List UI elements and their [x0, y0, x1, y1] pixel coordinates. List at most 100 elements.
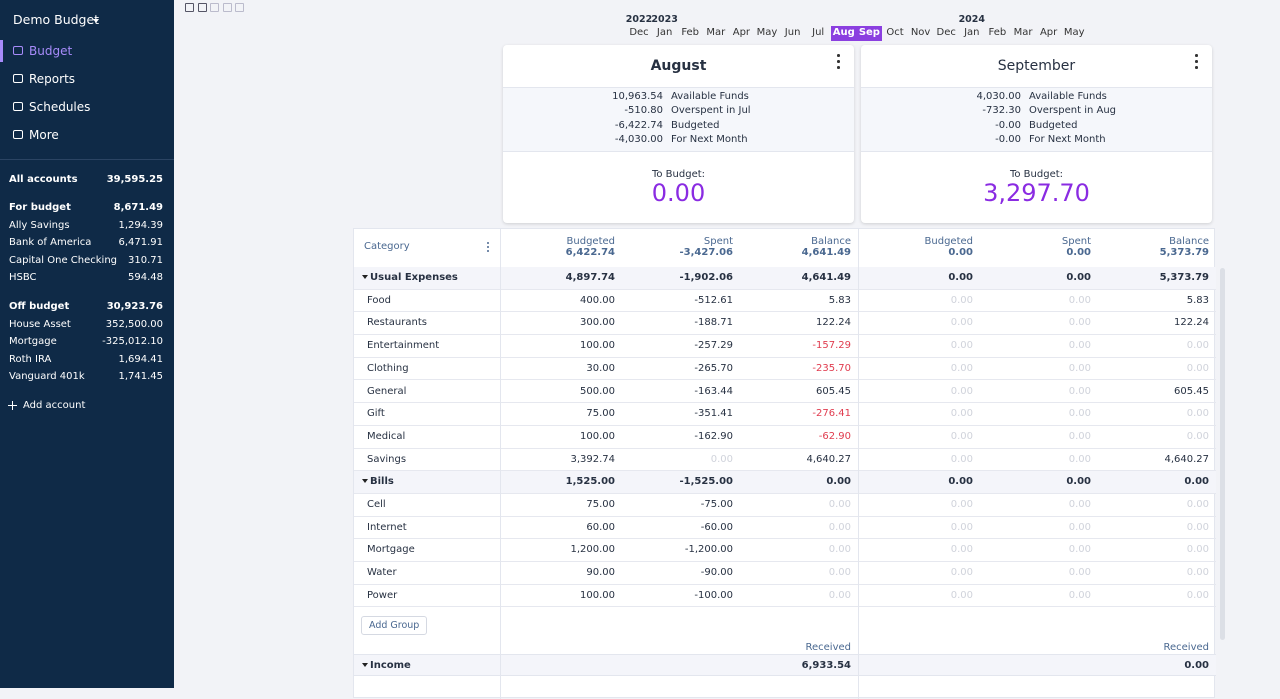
- group-row[interactable]: Bills 1,525.00 -1,525.00 0.00 0.00 0.00 0.00: [354, 471, 1216, 494]
- cell-value[interactable]: 0.00: [950, 340, 973, 352]
- cell-value[interactable]: 4,640.27: [1164, 453, 1209, 465]
- cell-value[interactable]: 0.00: [1068, 521, 1091, 533]
- account-amount[interactable]: 310.71: [128, 254, 163, 266]
- account-amount[interactable]: 1,294.39: [118, 219, 163, 231]
- menu-dot[interactable]: [487, 250, 489, 252]
- cell-value[interactable]: 0.00: [1186, 362, 1209, 374]
- cell-value[interactable]: 122.24: [816, 317, 851, 329]
- month[interactable]: May: [1063, 27, 1085, 38]
- cell-value[interactable]: 100.00: [580, 340, 615, 352]
- month[interactable]: Jan: [656, 27, 673, 38]
- menu-dot[interactable]: [837, 54, 840, 57]
- cell-value[interactable]: -257.29: [694, 340, 733, 352]
- cell-value[interactable]: 30.00: [586, 362, 615, 374]
- category-row[interactable]: Savings 3,392.74 0.00 4,640.27 0.00 0.00 4,640…: [354, 449, 1216, 472]
- account-amount[interactable]: 39,595.25: [106, 174, 163, 185]
- category-row[interactable]: Cell 75.00 -75.00 0.00 0.00 0.00 0.00: [354, 494, 1216, 517]
- cell-value[interactable]: 0.00: [828, 544, 851, 556]
- group-row[interactable]: Usual Expenses 4,897.74 -1,902.06 4,641.49 0…: [354, 267, 1216, 290]
- cell-value[interactable]: 0.00: [950, 521, 973, 533]
- add-group-button[interactable]: Add Group: [361, 615, 428, 635]
- account-name[interactable]: Off budget: [9, 301, 70, 312]
- category-row[interactable]: General 500.00 -163.44 605.45 0.00 0.00 605.45: [354, 381, 1216, 404]
- category-row[interactable]: Gift 75.00 -351.41 -276.41 0.00 0.00 0.00: [354, 403, 1216, 426]
- cell-value[interactable]: 0.00: [1186, 544, 1209, 556]
- cell-value[interactable]: 0.00: [1068, 430, 1091, 442]
- account-name[interactable]: Roth IRA: [9, 353, 52, 365]
- cell-value[interactable]: 0.00: [1186, 340, 1209, 352]
- cell-value[interactable]: 300.00: [580, 317, 615, 329]
- month[interactable]: Dec: [629, 27, 649, 38]
- cell-value[interactable]: 90.00: [586, 567, 615, 579]
- cell-value[interactable]: 0.00: [1186, 499, 1209, 510]
- menu-dot[interactable]: [1195, 66, 1198, 69]
- cell-value[interactable]: 0.00: [1068, 294, 1091, 306]
- account-name[interactable]: All accounts: [9, 174, 78, 185]
- cell-value[interactable]: 75.00: [586, 408, 615, 420]
- account-amount[interactable]: 352,500.00: [105, 318, 163, 330]
- cell-value[interactable]: 0.00: [950, 294, 973, 306]
- month[interactable]: Apr: [1039, 27, 1058, 38]
- cell-value[interactable]: 0.00: [1068, 544, 1091, 556]
- cell-value[interactable]: -276.41: [812, 408, 851, 420]
- month[interactable]: Aug: [832, 27, 855, 38]
- account-amount[interactable]: 1,741.45: [118, 371, 163, 382]
- cell-value[interactable]: 0.00: [1068, 453, 1091, 465]
- account-amount[interactable]: 594.48: [128, 272, 163, 283]
- account-name[interactable]: House Asset: [9, 318, 71, 330]
- view-icon[interactable]: [235, 3, 244, 12]
- month[interactable]: Feb: [988, 27, 1007, 38]
- account-amount[interactable]: 1,694.41: [118, 353, 163, 365]
- account-amount[interactable]: 8,671.49: [113, 202, 163, 213]
- category-row[interactable]: Entertainment 100.00 -257.29 -157.29 0.00 0.0…: [354, 335, 1216, 358]
- cell-value[interactable]: 0.00: [1186, 408, 1209, 420]
- cell-value[interactable]: -235.70: [812, 362, 851, 374]
- account-amount[interactable]: 6,471.91: [118, 237, 163, 248]
- account-amount[interactable]: -325,012.10: [102, 336, 163, 347]
- cell-value[interactable]: 122.24: [1174, 317, 1209, 329]
- cell-value[interactable]: 0.00: [828, 499, 851, 510]
- nav-item[interactable]: Budget: [29, 44, 73, 58]
- menu-dot[interactable]: [1195, 54, 1198, 57]
- cell-value[interactable]: 0.00: [1068, 317, 1091, 329]
- cell-value[interactable]: 605.45: [1174, 385, 1209, 397]
- budget-title[interactable]: Demo Budget: [13, 12, 100, 27]
- category-row[interactable]: Mortgage 1,200.00 -1,200.00 0.00 0.00 0.00 0.0…: [354, 539, 1216, 563]
- cell-value[interactable]: 0.00: [950, 362, 973, 374]
- view-icon[interactable]: [210, 3, 219, 12]
- nav-item[interactable]: Schedules: [29, 100, 91, 114]
- cell-value[interactable]: 0.00: [1186, 430, 1209, 442]
- cell-value[interactable]: 5.83: [1186, 294, 1209, 306]
- account-name[interactable]: Capital One Checking: [9, 254, 118, 266]
- cell-value[interactable]: 500.00: [580, 385, 615, 397]
- menu-dot[interactable]: [837, 66, 840, 69]
- category-row[interactable]: Internet 60.00 -60.00 0.00 0.00 0.00 0.00: [354, 517, 1216, 540]
- cell-value[interactable]: -1,200.00: [684, 544, 733, 556]
- month[interactable]: Apr: [732, 27, 751, 38]
- cell-value[interactable]: -90.00: [700, 567, 733, 579]
- month[interactable]: Jan: [964, 27, 980, 38]
- cell-value[interactable]: 0.00: [950, 499, 973, 510]
- cell-value[interactable]: 4,640.27: [806, 453, 851, 465]
- category-row[interactable]: Restaurants 300.00 -188.71 122.24 0.00 0.00 12…: [354, 312, 1216, 336]
- month[interactable]: Jun: [784, 27, 801, 38]
- cell-value[interactable]: 0.00: [950, 544, 973, 556]
- cell-value[interactable]: 0.00: [950, 567, 973, 579]
- account-name[interactable]: For budget: [9, 202, 71, 213]
- account-amount[interactable]: 30,923.76: [106, 301, 163, 312]
- month[interactable]: Jul: [812, 27, 825, 38]
- cell-value[interactable]: 0.00: [1186, 567, 1209, 579]
- cell-value[interactable]: -62.90: [818, 430, 851, 442]
- cell-value[interactable]: 0.00: [1186, 521, 1209, 533]
- cell-value[interactable]: 0.00: [950, 453, 973, 465]
- cell-value[interactable]: 0.00: [710, 453, 733, 465]
- month[interactable]: Mar: [706, 27, 726, 38]
- menu-dot[interactable]: [487, 246, 489, 248]
- cell-value[interactable]: -188.71: [694, 317, 733, 329]
- menu-dot[interactable]: [837, 60, 840, 63]
- month[interactable]: Oct: [886, 27, 904, 38]
- cell-value[interactable]: -163.44: [694, 385, 733, 397]
- cell-value[interactable]: -162.90: [694, 430, 733, 442]
- cell-value[interactable]: 0.00: [828, 567, 851, 579]
- view-icon[interactable]: [222, 3, 232, 12]
